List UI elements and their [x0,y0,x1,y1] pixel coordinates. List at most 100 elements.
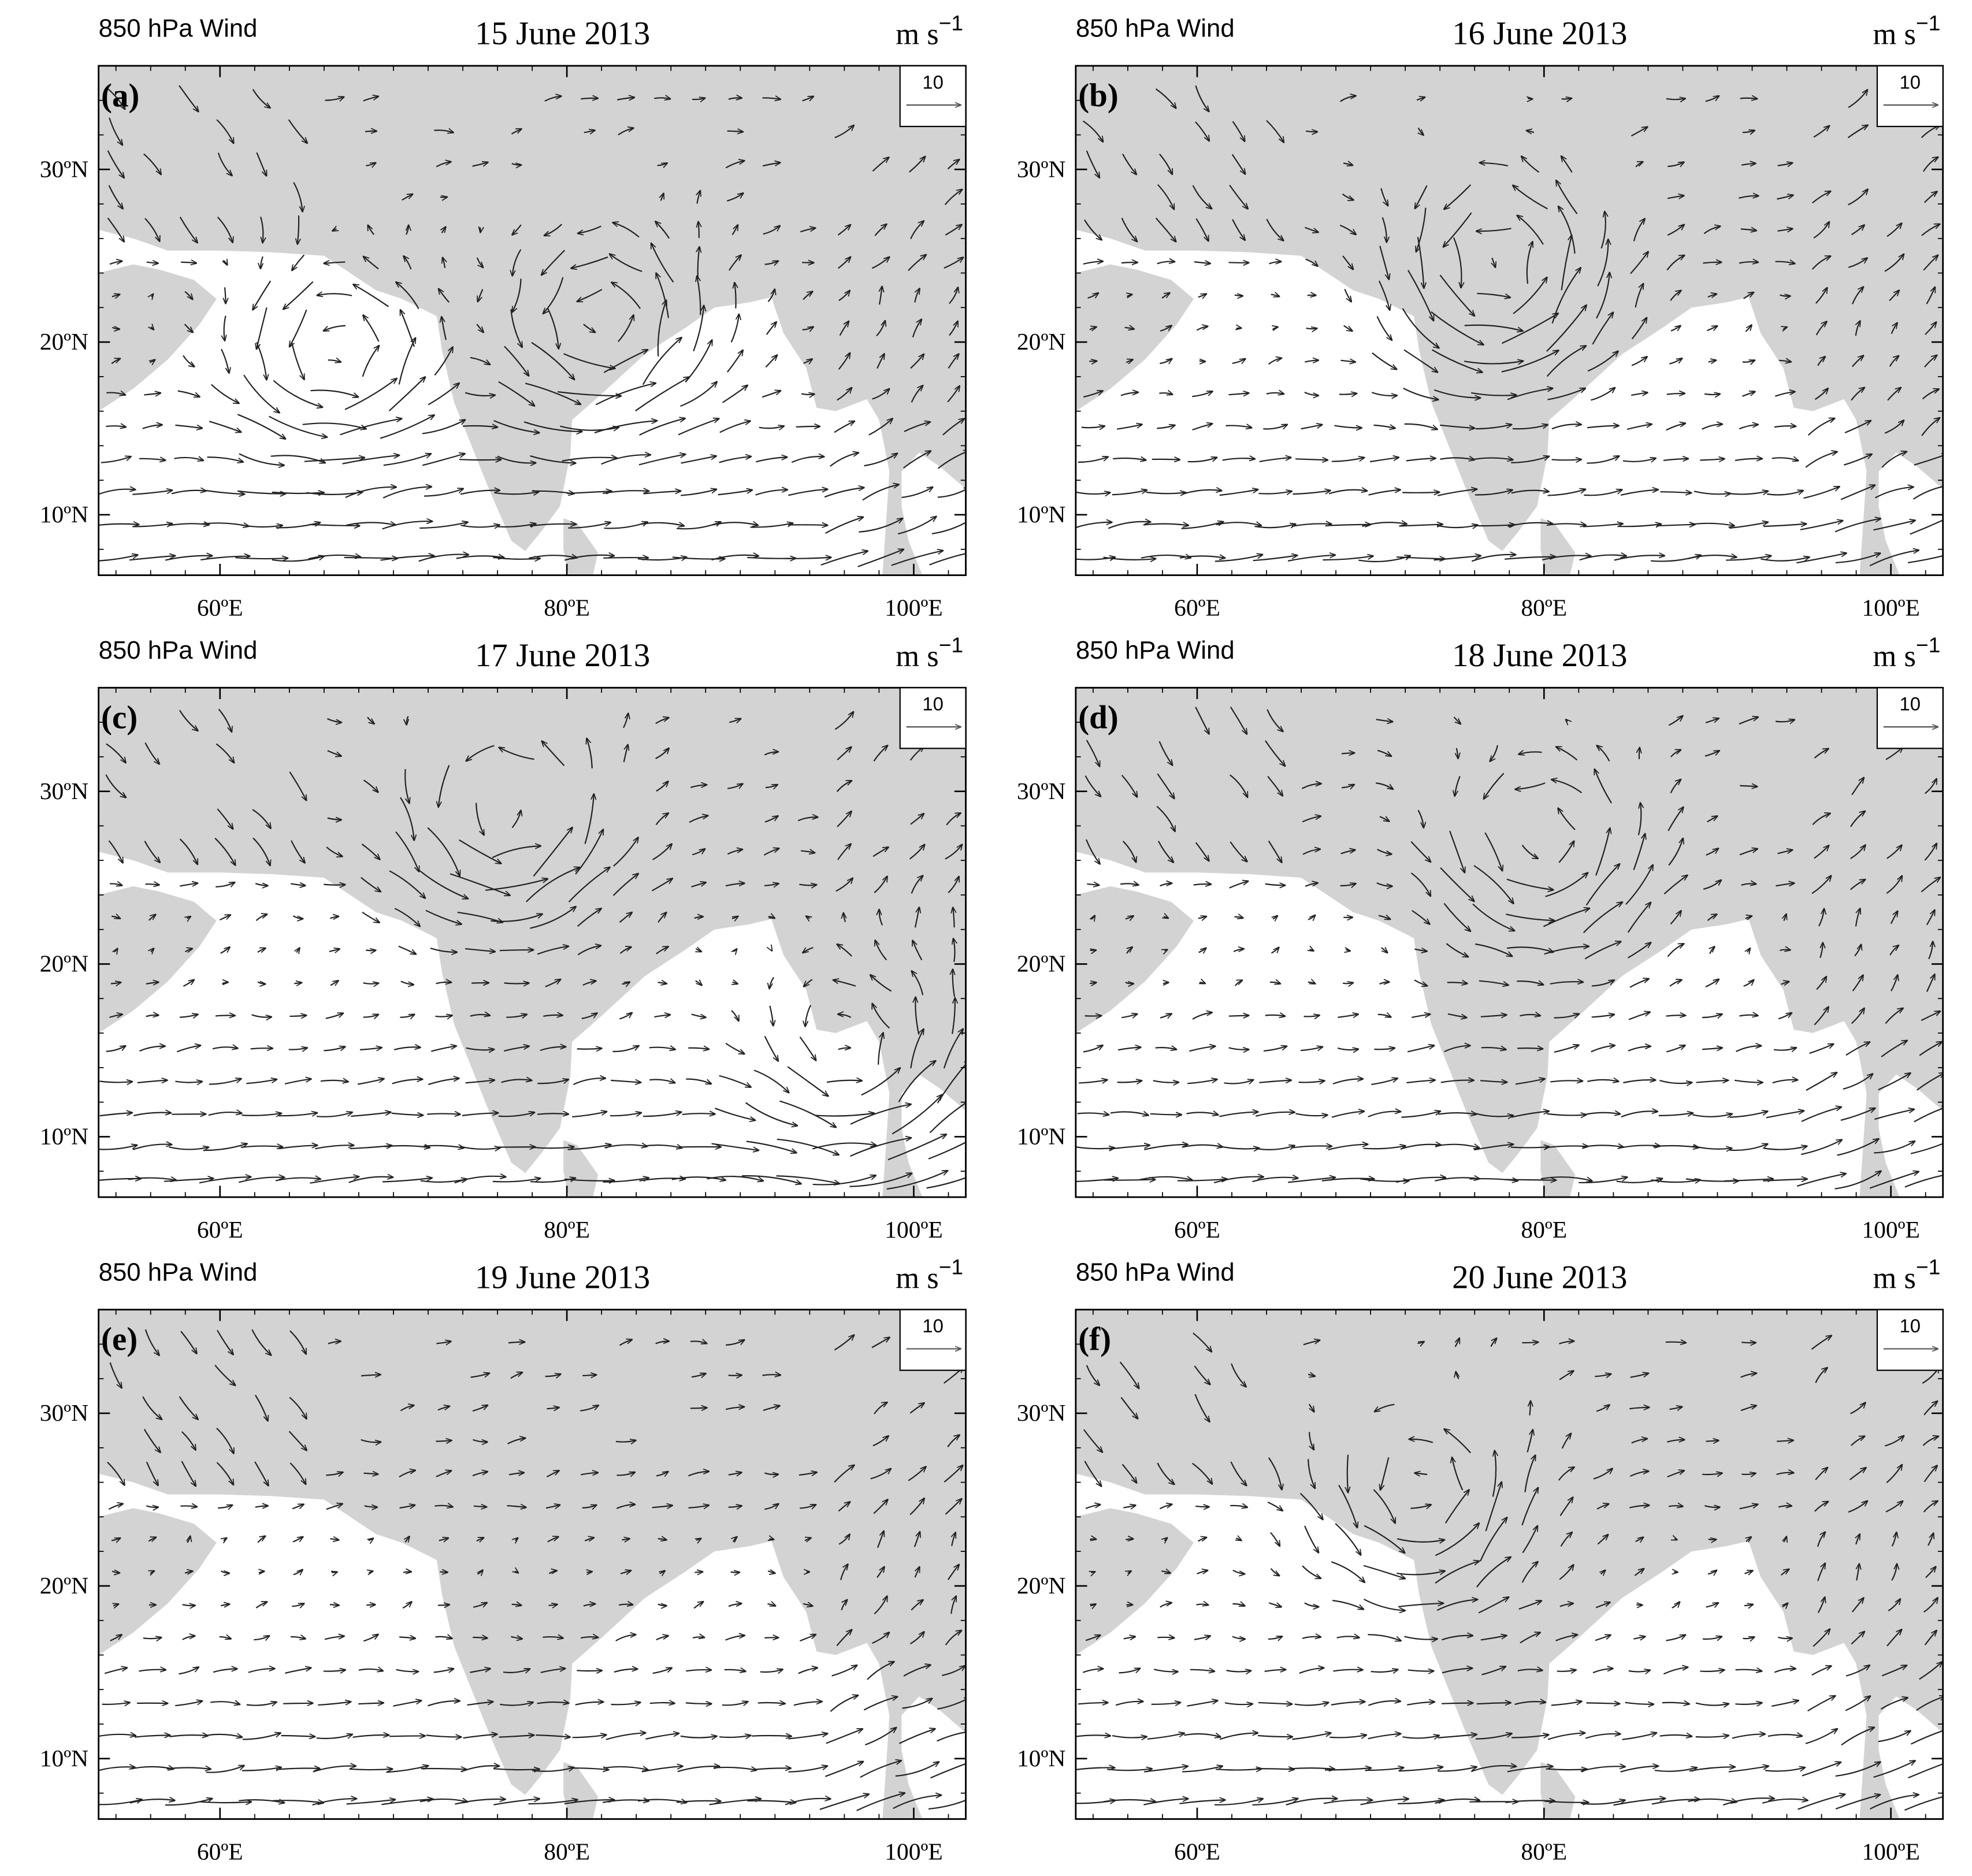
wind-arrow [1157,184,1174,210]
wind-arrow [235,558,288,559]
wind-arrow [1342,193,1353,200]
y-tick-label: 10ºN [1017,1745,1065,1771]
wind-arrow [1579,555,1626,561]
wind-arrow [801,393,815,395]
wind-arrow [382,1178,432,1183]
wind-arrow [657,300,666,356]
wind-arrow [380,556,434,561]
wind-arrow [1666,255,1684,271]
wind-arrow [697,191,700,204]
wind-arrow [439,289,450,303]
wind-arrow [211,384,239,403]
y-tick-label: 30ºN [40,155,88,182]
wind-arrow [850,1104,911,1125]
wind-arrow [1143,524,1189,526]
wind-arrow [384,1146,430,1147]
wind-arrow [1507,388,1553,400]
wind-arrow [1305,226,1318,232]
wind-arrow [391,1113,423,1116]
wind-arrow [611,1080,641,1083]
wind-arrow [601,455,651,465]
wind-arrow [849,1173,912,1187]
wind-arrow [563,353,615,368]
wind-arrow [256,152,266,176]
wind-arrow [578,225,601,233]
wind-arrow [1741,1342,1756,1343]
wind-arrow [1739,425,1758,430]
wind-arrow [1741,164,1756,165]
wind-arrow [1269,262,1282,264]
wind-arrow [1631,392,1647,395]
wind-arrow [497,455,536,463]
wind-arrow [618,128,634,136]
wind-arrow [342,455,399,465]
wind-arrow [1587,426,1619,428]
wind-arrow [332,1572,337,1573]
wind-arrow [237,414,285,439]
wind-arrow [1707,294,1717,297]
wind-arrow [879,287,882,305]
wind-arrow [348,1177,393,1183]
wind-arrow [719,1075,751,1087]
wind-arrow [722,385,748,403]
wind-arrow [136,1703,168,1704]
wind-arrow [1505,557,1555,560]
wind-arrow [1378,280,1390,310]
wind-arrow [308,555,361,560]
wind-arrow [325,97,344,101]
wind-arrow [1502,313,1558,344]
wind-arrow [577,1048,602,1049]
x-tick-label: 100ºE [885,1838,943,1864]
wind-arrow [562,458,617,462]
wind-arrow [730,1572,740,1573]
wind-arrow [1852,287,1863,304]
wind-arrow [1923,255,1938,271]
wind-arrow [1921,224,1940,236]
wind-arrow [1923,157,1938,172]
wind-arrow [1192,185,1212,209]
wind-arrow [1271,295,1280,297]
wind-arrow [1739,262,1758,263]
wind-arrow [1124,328,1134,329]
wind-arrow [1817,356,1825,366]
wind-arrow [745,1102,797,1126]
wind-arrow [513,278,522,312]
wind-arrow [1232,121,1245,142]
wind-arrow [1266,120,1284,143]
wind-arrow [1305,258,1318,266]
wind-arrow [260,217,263,243]
sea [98,852,890,1198]
wind-arrow [948,354,959,369]
wind-arrow [1362,522,1406,527]
x-tick-label: 80ºE [1521,595,1567,621]
wind-arrow [353,284,389,307]
wind-arrow [1402,308,1439,348]
wind-arrow [240,525,283,527]
wind-arrow [1117,425,1142,430]
wind-arrow [396,282,419,310]
wind-arrow [492,1178,540,1183]
wind-arrow [777,1138,839,1155]
wind-arrow [530,1178,575,1183]
x-tick-label: 100ºE [885,1216,943,1243]
wind-arrow [400,310,415,347]
wind-arrow [640,523,684,526]
panel-header: 850 hPa Wind [99,1258,258,1286]
wind-arrow [151,294,153,297]
wind-arrow [1082,120,1104,142]
wind-arrow [1583,523,1623,527]
wind-arrow [1195,85,1209,112]
wind-arrow [324,262,346,263]
wind-arrow [826,1080,862,1082]
wind-arrow [1229,184,1248,209]
wind-arrow [1796,553,1846,564]
wind-arrow [1591,388,1615,401]
wind-arrow [1889,356,1899,367]
wind-arrow [776,1175,840,1184]
wind-arrow [132,1145,172,1150]
wind-arrow [1511,491,1549,493]
wind-arrow [225,287,226,303]
wind-arrow [678,419,719,436]
wind-arrow [512,224,522,235]
